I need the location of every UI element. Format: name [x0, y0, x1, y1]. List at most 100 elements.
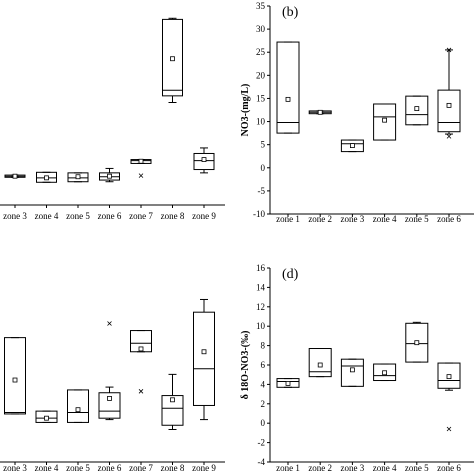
mean-marker — [75, 174, 81, 180]
iqr-box — [276, 41, 300, 134]
x-tick-label: zone 5 — [66, 211, 90, 221]
box-zone-3 — [4, 337, 26, 415]
mean-marker — [170, 397, 175, 403]
x-tick-label: zone 7 — [129, 463, 153, 473]
outlier-marker — [138, 389, 144, 394]
box-zone-8 — [162, 17, 183, 103]
y-tick-label: 25 — [256, 47, 266, 57]
mean-marker — [138, 158, 144, 164]
y-tick-label: 6 — [261, 360, 266, 370]
iqr-box — [437, 89, 461, 133]
y-tick-label: 10 — [256, 321, 266, 331]
mean-marker — [446, 102, 452, 108]
mean-marker — [12, 377, 18, 383]
mean-marker — [44, 415, 49, 421]
x-tick-label: zone 2 — [308, 463, 332, 473]
mean-marker — [317, 109, 323, 115]
box-zone-5 — [67, 172, 89, 183]
mean-marker — [349, 367, 355, 373]
y-tick-label: 15 — [256, 93, 266, 103]
box-zone-3 — [340, 358, 364, 387]
outlier-marker — [446, 47, 452, 53]
x-tick-label: zone 5 — [405, 463, 429, 473]
x-tick-label: zone 6 — [98, 463, 122, 473]
box-zone-9 — [193, 298, 215, 421]
box-zone-2 — [308, 109, 332, 115]
mean-marker — [349, 143, 355, 148]
x-tick-label: zone 3 — [341, 463, 365, 473]
box-zone-1 — [276, 41, 300, 134]
iqr-box — [130, 330, 152, 353]
y-tick-label: -5 — [258, 186, 266, 196]
box-zone-7 — [130, 330, 152, 394]
box-zone-6 — [98, 321, 121, 421]
mean-marker — [414, 340, 420, 346]
mean-marker — [170, 56, 175, 62]
panel-b: -10 -5 0 5 10 15 20 25 30 35 NO3-(mg/L) (b) zone 1 zo… — [240, 1, 474, 224]
x-tick-label: zone 6 — [98, 211, 122, 221]
iqr-box — [437, 362, 461, 389]
x-tick-label: zone 2 — [308, 214, 332, 224]
iqr-box — [161, 395, 184, 426]
y-tick-label: 5 — [261, 140, 266, 150]
y-tick-label: 16 — [256, 263, 266, 273]
mean-marker — [44, 175, 49, 181]
box-zone-5 — [405, 321, 429, 363]
y-tick-label: -2 — [258, 438, 266, 448]
y-tick-label: -4 — [258, 457, 266, 467]
box-zone-4 — [373, 103, 397, 141]
iqr-box — [36, 171, 57, 183]
iqr-box — [405, 95, 429, 126]
iqr-box — [193, 311, 215, 406]
x-tick-label: zone 8 — [161, 211, 185, 221]
x-tick-label: zone 6 — [437, 214, 461, 224]
mean-marker — [382, 117, 388, 123]
panel-label: (b) — [282, 5, 299, 20]
x-tick-label: zone 5 — [405, 214, 429, 224]
y-tick-label: 4 — [261, 379, 266, 389]
mean-marker — [201, 349, 207, 355]
y-tick-label: 35 — [256, 1, 266, 11]
y-tick-label: 0 — [261, 418, 266, 428]
box-zone-5 — [67, 389, 89, 423]
iqr-box — [162, 18, 183, 97]
iqr-box — [373, 103, 397, 141]
x-tick-label: zone 6 — [437, 463, 461, 473]
y-tick-label: 12 — [256, 302, 265, 312]
x-tick-label: zone 9 — [192, 211, 216, 221]
x-tick-label: zone 4 — [373, 463, 397, 473]
iqr-box — [4, 337, 26, 415]
y-axis-label: NO3-(mg/L) — [240, 84, 251, 137]
mean-marker — [138, 346, 144, 352]
x-tick-label: zone 8 — [161, 463, 185, 473]
box-zone-7 — [130, 158, 152, 178]
iqr-box — [193, 152, 215, 171]
iqr-box — [405, 322, 429, 363]
box-zone-1 — [276, 378, 300, 388]
box-zone-4 — [35, 410, 58, 423]
box-zone-3 — [340, 139, 364, 153]
panel-d: -4 -2 0 2 4 6 8 10 12 14 16 δ 18O-NO3-(‰) (d) zone 1 z… — [240, 263, 474, 473]
box-zone-8 — [161, 373, 184, 430]
x-tick-label: zone 4 — [35, 463, 59, 473]
iqr-box — [67, 389, 89, 423]
mean-marker — [12, 173, 18, 179]
y-tick-label: -10 — [253, 209, 265, 219]
iqr-box — [67, 172, 89, 183]
box-zone-9 — [193, 147, 215, 174]
mean-marker — [382, 370, 388, 376]
outlier-marker — [107, 321, 112, 326]
x-tick-label: zone 3 — [3, 463, 27, 473]
x-tick-label: zone 3 — [3, 211, 27, 221]
outlier-marker — [446, 426, 452, 432]
box-zone-4 — [373, 363, 397, 382]
iqr-box — [276, 378, 300, 388]
y-tick-label: 0 — [261, 163, 266, 173]
box-zone-6 — [99, 167, 120, 183]
iqr-box — [98, 392, 121, 419]
panel-a: zone 3 zone 4 zone 5 zone 6 zone 7 zone 8 zone… — [0, 17, 225, 221]
iqr-box — [35, 410, 58, 423]
y-axis-label: δ 18O-NO3-(‰) — [240, 331, 251, 400]
iqr-box — [340, 139, 364, 153]
